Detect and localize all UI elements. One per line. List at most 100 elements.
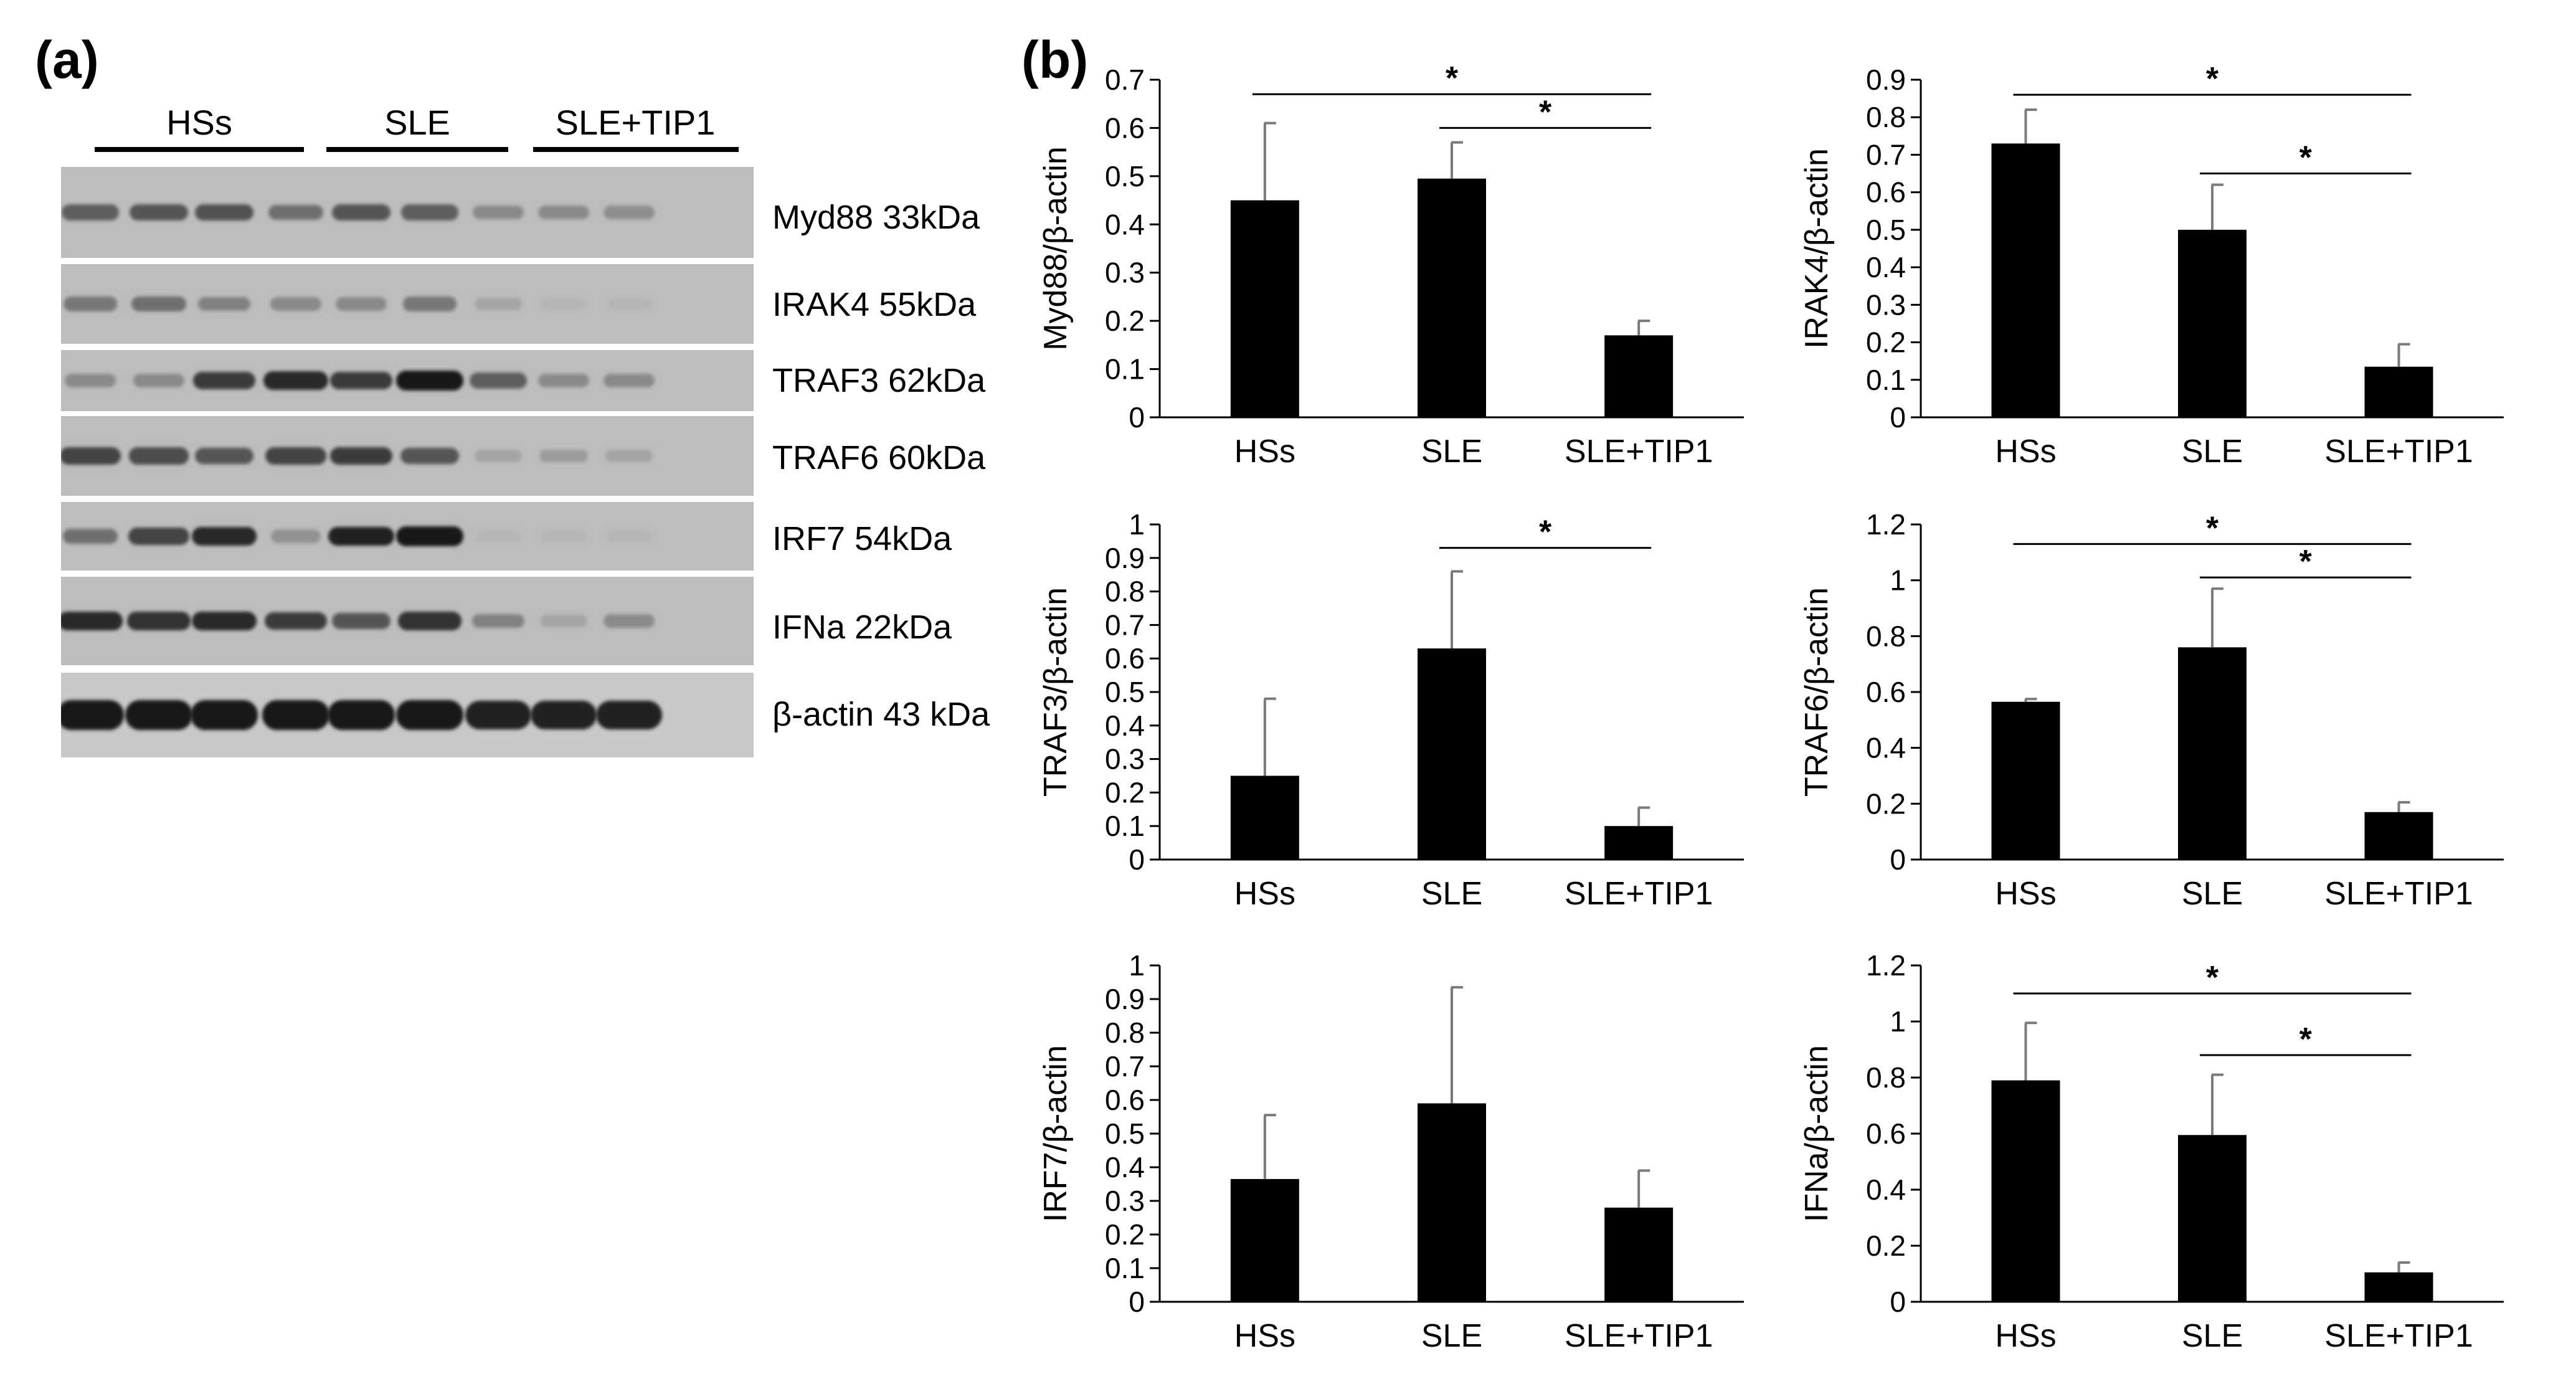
y-tick-label: 0.7 <box>1105 1050 1145 1083</box>
blot-band <box>61 700 124 730</box>
significance-star: * <box>1446 60 1459 97</box>
blot-strip-traf3 <box>61 350 754 411</box>
blot-strip-traf6 <box>61 416 754 496</box>
blot-band <box>398 612 462 630</box>
blot-band <box>61 447 121 465</box>
blot-band <box>265 612 327 630</box>
bar-HSs <box>1230 775 1299 860</box>
bar-SLE <box>2178 1135 2247 1302</box>
blot-band <box>604 614 655 628</box>
blot-strip-irak4 <box>61 264 754 344</box>
blot-band <box>62 204 119 220</box>
blot-band <box>403 296 457 311</box>
category-label: SLE+TIP1 <box>1565 434 1713 470</box>
group-label-sle-tip1: SLE+TIP1 <box>555 103 716 142</box>
bar-SLE+TIP1 <box>1604 1207 1674 1302</box>
category-label: HSs <box>1995 434 2056 470</box>
blot-band <box>133 373 184 388</box>
blot-band <box>540 614 587 628</box>
group-underline-sle-tip1 <box>533 147 739 152</box>
blot-band <box>604 373 655 388</box>
blot-band <box>198 296 250 311</box>
bar-SLE <box>2178 229 2247 417</box>
blot-band <box>129 447 189 465</box>
blot-label-traf3: TRAF3 62kDa <box>772 362 986 399</box>
y-tick-label: 0.4 <box>1866 732 1906 764</box>
y-tick-label: 0.5 <box>1866 214 1906 246</box>
blot-band <box>396 371 463 391</box>
y-tick-label: 0.6 <box>1866 676 1906 708</box>
category-label: SLE <box>2182 1318 2243 1354</box>
blot-band <box>128 528 189 545</box>
bar-HSs <box>1991 1080 2060 1302</box>
blot-band <box>607 530 651 543</box>
category-label: HSs <box>1234 434 1295 470</box>
blot-band <box>400 447 459 465</box>
category-label: HSs <box>1995 1318 2056 1354</box>
blot-band <box>472 614 524 628</box>
category-label: SLE+TIP1 <box>2324 1318 2473 1354</box>
bar-SLE <box>2178 647 2247 860</box>
blot-strip-ifna <box>61 577 754 665</box>
blot-band <box>332 612 391 630</box>
blot-strip-irf7 <box>61 502 754 571</box>
y-tick-label: 0.9 <box>1105 983 1145 1015</box>
blot-band <box>125 700 192 730</box>
blot-band <box>328 526 394 546</box>
y-tick-label: 0 <box>1129 1286 1145 1318</box>
y-tick-label: 0.8 <box>1105 576 1145 608</box>
y-tick-label: 1 <box>1890 564 1906 597</box>
blot-band <box>539 449 588 463</box>
blot-label-beta-actin: β-actin 43 kDa <box>772 696 990 733</box>
bar-SLE <box>1418 178 1486 417</box>
blot-band <box>476 530 521 543</box>
blot-band <box>607 298 651 310</box>
y-axis-title: TRAF6/β-actin <box>1799 587 1835 797</box>
blot-band <box>330 447 392 465</box>
blot-band <box>64 296 117 311</box>
bar-SLE+TIP1 <box>1604 335 1674 417</box>
blot-band <box>268 204 323 220</box>
significance-star: * <box>2206 510 2219 546</box>
blot-band <box>541 298 586 310</box>
y-axis-title: TRAF3/β-actin <box>1038 587 1074 797</box>
blot-band <box>330 371 392 390</box>
y-tick-label: 0 <box>1129 401 1145 434</box>
blot-band <box>195 447 253 465</box>
y-tick-label: 0.4 <box>1105 709 1145 742</box>
y-tick-label: 0.6 <box>1105 1084 1145 1116</box>
y-tick-label: 1.2 <box>1866 508 1906 541</box>
bar-SLE+TIP1 <box>1604 826 1674 860</box>
y-tick-label: 0.2 <box>1105 1218 1145 1251</box>
blot-label-irak4: IRAK4 55kDa <box>772 286 977 323</box>
y-tick-label: 0.3 <box>1866 288 1906 321</box>
blot-band <box>396 700 463 730</box>
bar-SLE+TIP1 <box>2364 366 2433 417</box>
significance-star: * <box>2206 960 2219 996</box>
y-tick-label: 0 <box>1890 401 1906 434</box>
blot-band <box>265 447 326 465</box>
y-tick-label: 0.3 <box>1105 1185 1145 1217</box>
group-label-hss: HSs <box>166 103 232 142</box>
bar-SLE <box>1418 1103 1486 1302</box>
category-label: SLE <box>1421 876 1482 912</box>
blot-band <box>328 700 395 730</box>
blot-band <box>61 612 123 630</box>
y-axis-title: Myd88/β-actin <box>1038 146 1074 351</box>
y-tick-label: 0.2 <box>1866 787 1906 820</box>
y-tick-label: 0.8 <box>1866 101 1906 133</box>
bar-SLE+TIP1 <box>2364 812 2433 860</box>
blot-label-irf7: IRF7 54kDa <box>772 520 952 557</box>
category-label: SLE+TIP1 <box>1565 876 1713 912</box>
blot-band <box>193 371 255 390</box>
bar-SLE+TIP1 <box>2364 1272 2433 1302</box>
category-label: HSs <box>1234 1318 1295 1354</box>
blot-band <box>131 296 186 312</box>
category-label: HSs <box>1995 876 2056 912</box>
category-label: SLE+TIP1 <box>2324 434 2473 470</box>
y-tick-label: 0.5 <box>1105 1117 1145 1150</box>
blot-band <box>336 296 387 311</box>
y-tick-label: 1 <box>1129 949 1145 982</box>
bar-HSs <box>1991 701 2060 860</box>
y-tick-label: 0.4 <box>1105 208 1145 240</box>
